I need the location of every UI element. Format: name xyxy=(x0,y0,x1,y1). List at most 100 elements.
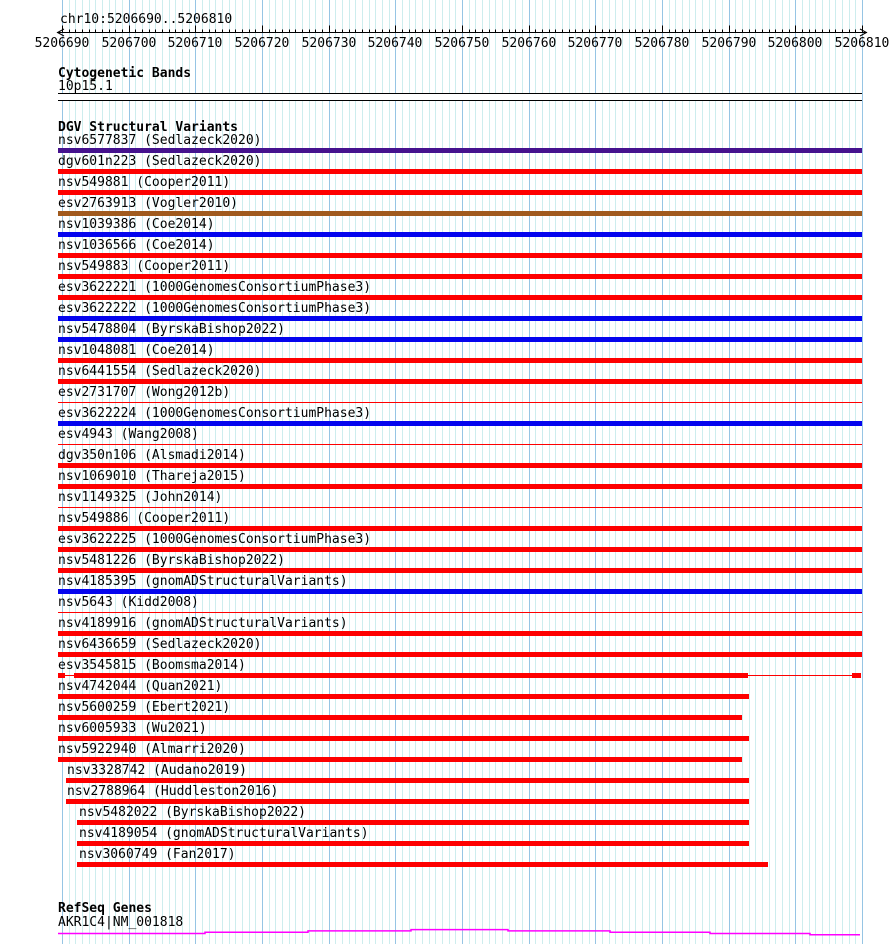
variant-glyph[interactable] xyxy=(58,337,862,342)
variant-label: dgv601n223 (Sedlazeck2020) xyxy=(58,154,262,169)
gridline xyxy=(469,0,470,944)
gridline xyxy=(782,0,783,944)
variant-glyph[interactable] xyxy=(58,169,862,174)
gridline xyxy=(362,0,363,944)
gridline xyxy=(202,0,203,944)
variant-glyph[interactable] xyxy=(58,295,862,300)
gridline xyxy=(509,0,510,944)
gridline xyxy=(135,0,136,944)
gridline xyxy=(575,0,576,944)
gridline xyxy=(502,0,503,944)
variant-label: nsv6577837 (Sedlazeck2020) xyxy=(58,133,262,148)
ruler-tick-label: 5206710 xyxy=(167,36,223,51)
gridline xyxy=(155,0,156,944)
gridline xyxy=(289,0,290,944)
variant-label: esv2763913 (Vogler2010) xyxy=(58,196,239,211)
gridline xyxy=(515,0,516,944)
variant-glyph[interactable] xyxy=(58,568,862,573)
variant-glyph[interactable] xyxy=(58,715,742,720)
region-title: chr10:5206690..5206810 xyxy=(60,12,233,27)
gridline xyxy=(862,0,863,944)
gridline xyxy=(742,0,743,944)
gridline xyxy=(595,0,596,944)
variant-glyph[interactable] xyxy=(58,463,862,468)
variant-label: esv3622221 (1000GenomesConsortiumPhase3) xyxy=(58,280,372,295)
variant-glyph[interactable] xyxy=(58,253,862,258)
variant-glyph[interactable] xyxy=(58,673,65,678)
variant-glyph[interactable] xyxy=(58,316,862,321)
variant-glyph[interactable] xyxy=(58,694,749,699)
variant-glyph[interactable] xyxy=(58,612,862,613)
variant-glyph[interactable] xyxy=(58,757,742,762)
gridline xyxy=(769,0,770,944)
ruler-tick-label: 5206770 xyxy=(567,36,623,51)
gridline xyxy=(235,0,236,944)
variant-glyph[interactable] xyxy=(58,444,862,445)
variant-glyph[interactable] xyxy=(66,778,749,783)
variant-glyph[interactable] xyxy=(58,736,749,741)
gridline xyxy=(402,0,403,944)
variant-glyph[interactable] xyxy=(58,507,862,508)
variant-label: nsv5478804 (ByrskaBishop2022) xyxy=(58,322,285,337)
variant-glyph[interactable] xyxy=(58,358,862,363)
gridline xyxy=(175,0,176,944)
variant-glyph[interactable] xyxy=(58,589,862,594)
variant-glyph[interactable] xyxy=(58,211,862,216)
variant-glyph[interactable] xyxy=(58,421,862,426)
gridline xyxy=(195,0,196,944)
gridline xyxy=(755,0,756,944)
dgv-track-title: DGV Structural Variants xyxy=(58,120,239,135)
variant-label: nsv6441554 (Sedlazeck2020) xyxy=(58,364,262,379)
gridline xyxy=(849,0,850,944)
variant-glyph[interactable] xyxy=(58,274,862,279)
variant-glyph[interactable] xyxy=(74,673,748,678)
gridline xyxy=(795,0,796,944)
variant-glyph[interactable] xyxy=(58,631,862,636)
variant-glyph[interactable] xyxy=(58,148,862,153)
refseq-gene-hat-line[interactable] xyxy=(58,928,860,936)
variant-glyph[interactable] xyxy=(852,673,861,678)
refseq-track-title: RefSeq Genes xyxy=(58,901,152,916)
variant-glyph[interactable] xyxy=(65,675,74,676)
gridline xyxy=(62,0,63,944)
gridline xyxy=(329,0,330,944)
cytoband-glyph[interactable] xyxy=(58,93,862,101)
ruler-tick-label: 5206760 xyxy=(501,36,557,51)
gridline xyxy=(349,0,350,944)
variant-glyph[interactable] xyxy=(58,190,862,195)
variant-label: nsv5481226 (ByrskaBishop2022) xyxy=(58,553,285,568)
gridline xyxy=(162,0,163,944)
gridline xyxy=(415,0,416,944)
gridline xyxy=(335,0,336,944)
ruler-tick-label: 5206690 xyxy=(34,36,90,51)
gridline xyxy=(722,0,723,944)
gridline xyxy=(262,0,263,944)
variant-glyph[interactable] xyxy=(77,862,768,867)
gridline xyxy=(309,0,310,944)
gridline xyxy=(375,0,376,944)
variant-glyph[interactable] xyxy=(748,675,852,676)
variant-glyph[interactable] xyxy=(58,484,862,489)
variant-glyph[interactable] xyxy=(58,379,862,384)
gridline xyxy=(729,0,730,944)
variant-glyph[interactable] xyxy=(58,232,862,237)
gridline xyxy=(302,0,303,944)
variant-glyph[interactable] xyxy=(58,526,862,531)
variant-glyph[interactable] xyxy=(66,799,749,804)
ruler-tick-label: 5206810 xyxy=(834,36,890,51)
variant-glyph[interactable] xyxy=(58,652,862,657)
variant-glyph[interactable] xyxy=(58,547,862,552)
variant-label: nsv549881 (Cooper2011) xyxy=(58,175,231,190)
gridline xyxy=(149,0,150,944)
gridline xyxy=(669,0,670,944)
variant-glyph[interactable] xyxy=(77,820,749,825)
variant-glyph[interactable] xyxy=(77,841,749,846)
variant-glyph[interactable] xyxy=(58,402,862,403)
gridline xyxy=(109,0,110,944)
gridline xyxy=(322,0,323,944)
gridline xyxy=(775,0,776,944)
gridline xyxy=(582,0,583,944)
variant-label: nsv1036566 (Coe2014) xyxy=(58,238,215,253)
gridline xyxy=(822,0,823,944)
refseq-gene-label: AKR1C4|NM_001818 xyxy=(58,915,184,930)
